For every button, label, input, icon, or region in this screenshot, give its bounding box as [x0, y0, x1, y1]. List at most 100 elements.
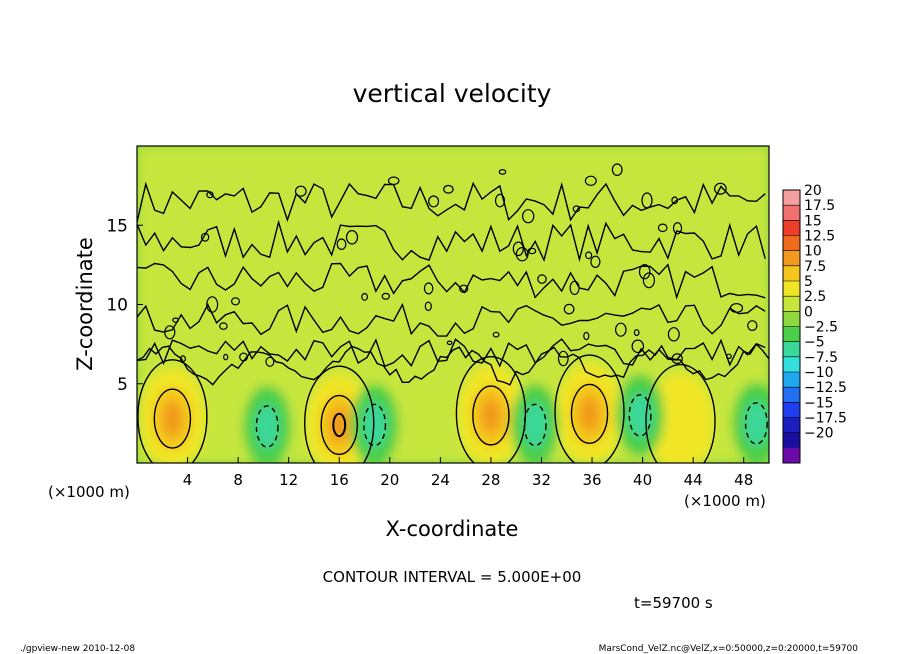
contour-zero — [336, 238, 347, 250]
colorbar-label: −15 — [804, 395, 834, 411]
contour-positive — [320, 394, 359, 456]
x-tick-label: 24 — [431, 471, 450, 489]
contour-zero — [361, 292, 369, 301]
contour-zero — [265, 356, 275, 367]
x-tick-label: 36 — [582, 471, 601, 489]
contour-zero — [527, 247, 537, 255]
contour-zero — [554, 354, 625, 463]
contour-zero — [206, 191, 214, 199]
contour-zero — [223, 353, 229, 361]
contour-zero — [569, 280, 580, 296]
colorbar-label: −17.5 — [804, 411, 847, 427]
colorbar-label: −5 — [804, 335, 825, 351]
x-tick-label: 8 — [233, 471, 243, 489]
colorbar-label: 12.5 — [804, 229, 835, 245]
x-tick-label: 20 — [380, 471, 399, 489]
contour-zero — [645, 363, 716, 463]
contour-zero — [563, 303, 575, 315]
x-tick-label: 16 — [330, 471, 349, 489]
contour-zero — [381, 292, 390, 300]
updraft-core — [162, 400, 183, 437]
contour-zero — [455, 355, 527, 463]
downdraft-core — [523, 402, 548, 448]
x-tick-label: 12 — [279, 471, 298, 489]
contour-zero — [137, 302, 766, 337]
downdraft-core — [362, 402, 387, 448]
downdraft-core — [255, 403, 280, 450]
contour-zero — [726, 353, 732, 359]
colorbar-swatch — [783, 235, 800, 251]
colorbar-swatch — [783, 387, 800, 403]
contour-zero — [219, 322, 228, 330]
y-tick-label: 5 — [117, 375, 128, 395]
colorbar-swatch — [783, 356, 800, 373]
x-tick-label: 44 — [684, 471, 703, 489]
contour-zero — [387, 176, 400, 186]
colorbar: 2017.51512.5107.552.50−2.5−5−7.5−10−12.5… — [782, 183, 847, 464]
colorbar-swatch — [783, 417, 800, 433]
colorbar-label: 7.5 — [804, 259, 826, 275]
contour-zero — [206, 296, 219, 313]
contour-zero — [231, 297, 241, 306]
updraft-core — [481, 397, 501, 434]
contour-zero — [584, 251, 593, 260]
plot-area — [136, 145, 770, 464]
colorbar-swatch — [783, 341, 800, 358]
colorbar-swatch — [783, 220, 800, 236]
contour-zero — [671, 196, 679, 205]
colorbar-label: −2.5 — [804, 320, 838, 336]
contour-zero — [515, 246, 529, 262]
updraft-core — [329, 407, 350, 443]
x-tick-label: 48 — [734, 471, 753, 489]
contour-zero — [747, 320, 758, 332]
contour-zero — [446, 340, 453, 346]
colorbar-swatch — [783, 205, 800, 221]
downdraft-core — [744, 400, 769, 447]
contour-positive — [153, 388, 192, 449]
contour-positive — [472, 385, 510, 446]
colorbar-label: 20 — [804, 183, 822, 199]
x-tick-label: 4 — [183, 471, 193, 489]
colorbar-swatch — [783, 402, 800, 418]
contour-negative — [628, 394, 652, 437]
contour-zero — [137, 219, 766, 263]
colorbar-swatch — [783, 447, 800, 464]
contour-zero — [642, 272, 656, 289]
contour-zero — [672, 221, 683, 235]
contour-zero — [714, 182, 727, 195]
chart-title: vertical velocity — [353, 79, 552, 108]
velocity-field — [137, 146, 769, 463]
contour-zero — [200, 232, 210, 242]
contour-zero — [537, 274, 547, 284]
colorbar-label: 0 — [804, 304, 813, 320]
contour-negative — [523, 403, 547, 447]
contour-zero — [492, 331, 500, 338]
colorbar-label: 5 — [804, 274, 813, 290]
colorbar-swatch — [783, 190, 800, 206]
contour-zero — [443, 184, 454, 194]
x-tick-label: 32 — [532, 471, 551, 489]
colorbar-label: 17.5 — [804, 198, 835, 214]
contour-negative — [255, 405, 279, 448]
y-tick-label: 10 — [106, 296, 128, 316]
colorbar-swatch — [783, 432, 800, 449]
colorbar-label: −20 — [804, 426, 834, 442]
x-unit-left: (×1000 m) — [48, 483, 130, 501]
contour-negative — [363, 403, 387, 447]
contour-zero — [137, 343, 769, 386]
colorbar-label: 15 — [804, 213, 822, 229]
colorbar-swatch — [783, 250, 800, 267]
contour-zero — [424, 301, 432, 312]
footer-right: MarsCond_VelZ.nc@VelZ,x=0:50000,z=0:2000… — [599, 644, 859, 654]
contour-negative — [744, 402, 768, 445]
contour-zero — [137, 359, 208, 463]
contour-zero — [657, 223, 668, 233]
x-tick-label: 40 — [633, 471, 652, 489]
colorbar-label: −7.5 — [804, 350, 838, 366]
contour-zero — [729, 303, 744, 314]
contour-zero — [304, 365, 375, 463]
contour-zero — [172, 317, 179, 323]
contour-zero — [522, 209, 535, 224]
contour-zero — [631, 339, 645, 354]
colorbar-swatch — [783, 281, 800, 297]
